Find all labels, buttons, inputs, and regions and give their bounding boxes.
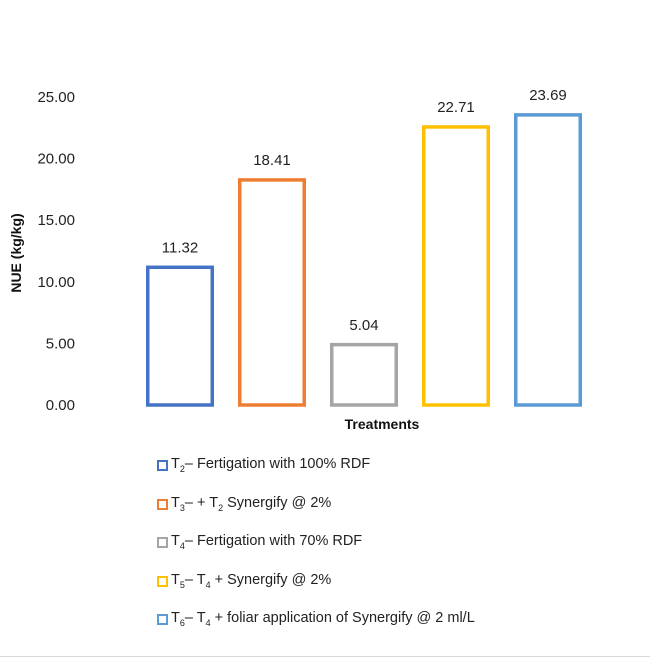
legend: T2– Fertigation with 100% RDF T3– + T2 Sy… xyxy=(157,456,475,649)
bars xyxy=(146,113,582,407)
bar-t5 xyxy=(422,125,490,407)
data-label: 11.32 xyxy=(162,240,198,257)
legend-label: T5– T4 + Synergify @ 2% xyxy=(171,571,332,590)
bar-t2 xyxy=(146,265,214,407)
legend-item: T5– T4 + Synergify @ 2% xyxy=(157,572,475,611)
data-label: 23.69 xyxy=(529,87,567,104)
legend-swatch xyxy=(157,498,168,510)
y-axis-title: NUE (kg/kg) xyxy=(8,213,24,292)
y-tick-label: 0.00 xyxy=(46,397,75,414)
legend-swatch xyxy=(157,575,168,587)
y-tick-label: 5.00 xyxy=(46,335,75,352)
x-axis-title: Treatments xyxy=(345,416,420,432)
legend-item: T6– T4 + foliar application of Synergify… xyxy=(157,610,475,649)
legend-label: T2– Fertigation with 100% RDF xyxy=(171,456,371,474)
legend-item: T2– Fertigation with 100% RDF xyxy=(157,456,475,495)
legend-swatch xyxy=(157,614,168,625)
legend-label: T4– Fertigation with 70% RDF xyxy=(171,533,363,551)
y-tick-label: 15.00 xyxy=(37,212,75,229)
bar-t6 xyxy=(514,113,582,407)
legend-item: T4– Fertigation with 70% RDF xyxy=(157,533,475,572)
legend-label: T6– T4 + foliar application of Synergify… xyxy=(171,610,475,628)
data-label: 22.71 xyxy=(437,99,475,116)
legend-label: T3– + T2 Synergify @ 2% xyxy=(171,494,332,513)
bar-t3 xyxy=(238,178,306,407)
y-tick-label: 25.00 xyxy=(37,89,75,106)
data-label: 5.04 xyxy=(349,317,378,334)
legend-swatch xyxy=(157,460,168,471)
bar-t4 xyxy=(330,342,398,407)
data-labels: 11.32 18.41 5.04 22.71 23.69 xyxy=(162,87,567,334)
y-axis-ticks: 0.00 5.00 10.00 15.00 20.00 25.00 xyxy=(37,89,75,414)
legend-item: T3– + T2 Synergify @ 2% xyxy=(157,495,475,534)
data-label: 18.41 xyxy=(253,152,291,169)
y-tick-label: 10.00 xyxy=(37,274,75,291)
bar-chart: 0.00 5.00 10.00 15.00 20.00 25.00 11.32 18.41 5… xyxy=(8,87,582,432)
y-tick-label: 20.00 xyxy=(37,151,75,168)
divider xyxy=(0,656,650,657)
legend-swatch xyxy=(157,537,168,548)
